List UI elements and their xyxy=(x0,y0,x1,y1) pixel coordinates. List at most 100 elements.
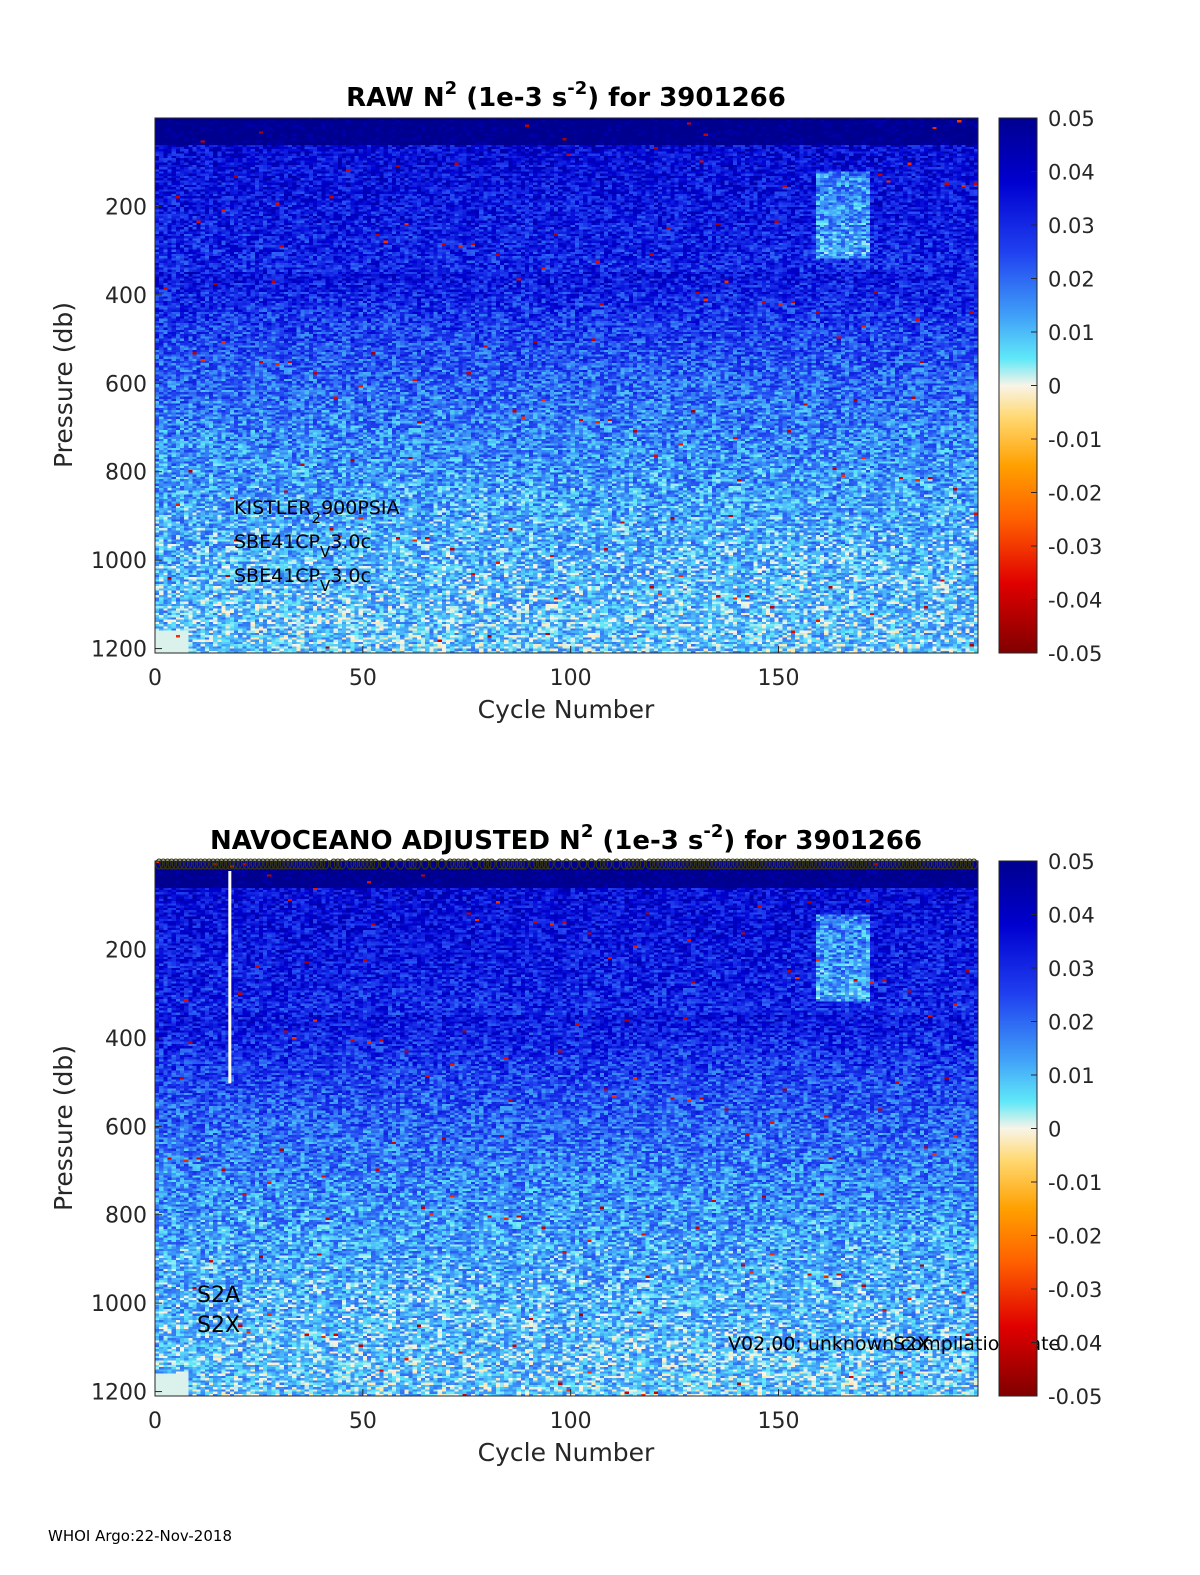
overlap-label-s2x: S2X xyxy=(893,1333,930,1355)
qc-marker xyxy=(379,858,388,870)
qc-marker xyxy=(703,858,712,870)
qc-marker xyxy=(836,858,845,870)
y-axis-label: Pressure (db) xyxy=(49,302,78,468)
qc-marker xyxy=(562,858,571,870)
qc-marker xyxy=(254,858,263,870)
qc-marker xyxy=(554,858,563,870)
y-tick-label: 800 xyxy=(105,461,147,486)
qc-marker xyxy=(308,858,317,870)
colorbar-tick-label: -0.04 xyxy=(1048,1332,1102,1356)
qc-marker xyxy=(271,858,280,870)
qc-marker xyxy=(890,858,899,870)
qc-marker xyxy=(450,858,459,870)
qc-marker xyxy=(180,858,189,870)
qc-marker xyxy=(874,858,883,870)
qc-marker xyxy=(953,858,962,870)
qc-marker xyxy=(857,858,866,870)
qc-marker xyxy=(155,858,164,870)
qc-marker xyxy=(350,858,359,870)
qc-marker xyxy=(292,858,301,870)
qc-marker xyxy=(845,858,854,870)
qc-marker xyxy=(811,858,820,870)
qc-marker xyxy=(362,858,371,870)
qc-marker xyxy=(317,858,326,870)
qc-marker xyxy=(820,858,829,870)
qc-marker xyxy=(242,858,251,870)
version-text: V02.00; unknown compilation date xyxy=(728,1333,1060,1355)
x-tick-label: 0 xyxy=(148,1409,162,1434)
qc-marker xyxy=(766,858,775,870)
qc-marker xyxy=(296,858,305,870)
qc-marker xyxy=(570,858,579,870)
qc-marker xyxy=(354,858,363,870)
qc-marker xyxy=(487,858,496,870)
qc-marker xyxy=(504,858,513,870)
heatmap-adjusted xyxy=(155,861,978,1396)
colorbar-tick-label: -0.04 xyxy=(1048,589,1102,613)
qc-marker xyxy=(670,858,679,870)
qc-marker xyxy=(757,858,766,870)
y-tick-label: 600 xyxy=(105,372,147,397)
qc-marker xyxy=(824,858,833,870)
colorbar-tick-label: 0.03 xyxy=(1048,214,1095,238)
qc-marker xyxy=(437,858,446,870)
qc-marker xyxy=(479,858,488,870)
colorbar-tick-label: 0.04 xyxy=(1048,161,1095,185)
colorbar-ticks: 0.05 0.04 0.03 0.02 0.01 0 -0.01 -0.02 -0.03 -0.0… xyxy=(1031,850,1102,1409)
qc-marker xyxy=(516,858,525,870)
qc-marker xyxy=(429,858,438,870)
qc-marker xyxy=(495,858,504,870)
qc-marker xyxy=(192,858,201,870)
qc-marker xyxy=(786,858,795,870)
qc-marker xyxy=(188,858,197,870)
qc-marker xyxy=(259,858,268,870)
qc-marker xyxy=(396,858,405,870)
qc-marker xyxy=(599,858,608,870)
heatmap-raster xyxy=(155,861,978,1396)
qc-marker xyxy=(267,858,276,870)
y-tick-label: 400 xyxy=(105,284,147,309)
x-tick-label: 150 xyxy=(757,666,799,691)
x-tick-label: 0 xyxy=(148,666,162,691)
colorbar-tick-label: 0.04 xyxy=(1048,904,1095,928)
qc-marker xyxy=(853,858,862,870)
qc-marker xyxy=(595,858,604,870)
colorbar-tick-label: 0.05 xyxy=(1048,850,1095,874)
x-tick-label: 50 xyxy=(349,666,377,691)
qc-marker xyxy=(579,858,588,870)
qc-marker xyxy=(778,858,787,870)
qc-marker xyxy=(454,858,463,870)
qc-marker xyxy=(707,858,716,870)
plot-frame xyxy=(154,117,979,654)
qc-marker xyxy=(333,858,342,870)
qc-marker xyxy=(587,858,596,870)
qc-marker xyxy=(279,858,288,870)
qc-marker xyxy=(645,858,654,870)
qc-marker xyxy=(637,858,646,870)
y-tick-label: 600 xyxy=(105,1115,147,1140)
qc-marker xyxy=(612,858,621,870)
qc-marker xyxy=(957,858,966,870)
qc-marker xyxy=(520,858,529,870)
qc-marker xyxy=(209,858,218,870)
colorbar-tick-label: -0.05 xyxy=(1048,642,1102,666)
qc-marker xyxy=(732,858,741,870)
qc-marker xyxy=(346,858,355,870)
qc-marker xyxy=(749,858,758,870)
qc-marker xyxy=(205,858,214,870)
qc-marker xyxy=(408,858,417,870)
qc-marker xyxy=(246,858,255,870)
qc-marker xyxy=(940,858,949,870)
colorbar-tick-label: 0.03 xyxy=(1048,957,1095,981)
qc-marker xyxy=(633,858,642,870)
qc-marker xyxy=(500,858,509,870)
sensor-label-3: SBE41CPV3.0c xyxy=(234,565,371,595)
qc-marker xyxy=(533,858,542,870)
y-tick-label: 800 xyxy=(105,1204,147,1229)
colorbar-tick-label: 0.01 xyxy=(1048,1064,1095,1088)
qc-marker xyxy=(895,858,904,870)
x-axis-label: Cycle Number xyxy=(478,1438,655,1467)
qc-marker xyxy=(471,858,480,870)
qc-marker xyxy=(213,858,222,870)
